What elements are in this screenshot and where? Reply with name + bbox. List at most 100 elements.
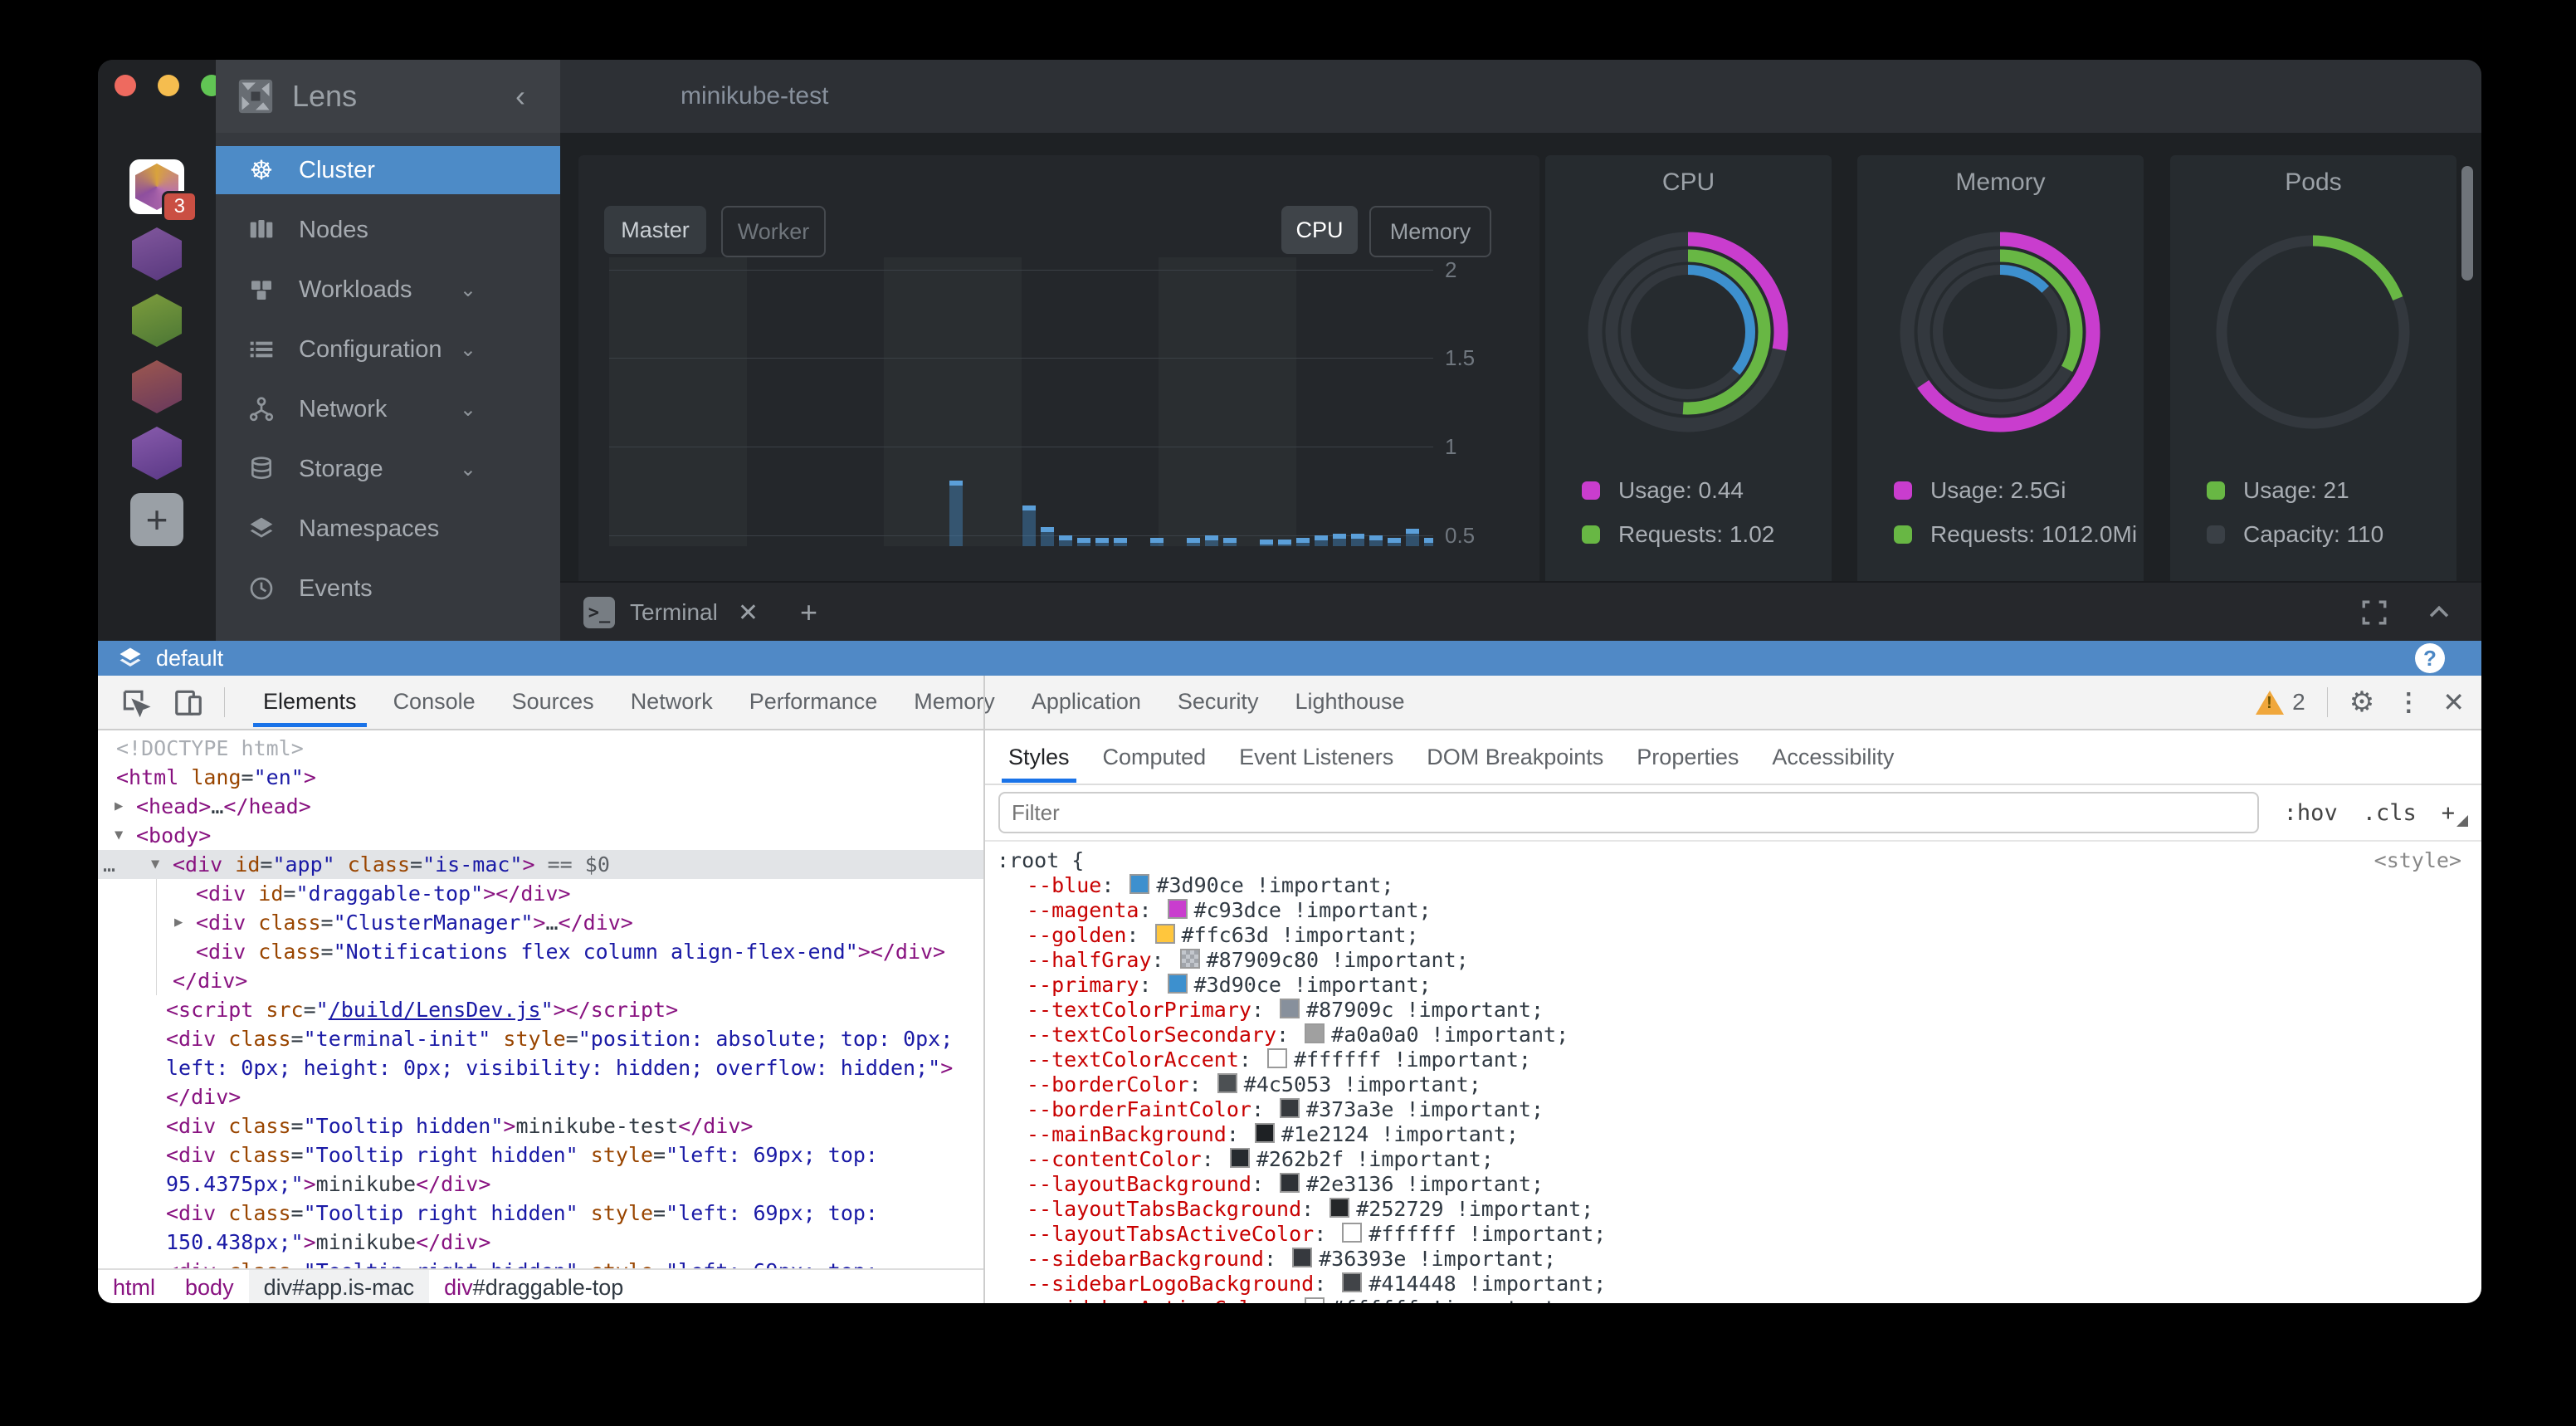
sidebar-item-storage[interactable]: Storage ⌄ xyxy=(216,445,498,493)
dom-node-line[interactable]: ▼ <body> xyxy=(98,821,983,850)
css-variable-line[interactable]: --textColorPrimary: #87909c !important; xyxy=(1027,998,1544,1022)
color-swatch[interactable] xyxy=(1305,1297,1325,1303)
css-variable-line[interactable]: --mainBackground: #1e2124 !important; xyxy=(1027,1122,1519,1146)
css-variable-line[interactable]: --magenta: #c93dce !important; xyxy=(1027,898,1432,922)
color-swatch[interactable] xyxy=(1280,999,1300,1018)
styles-filter-input[interactable] xyxy=(998,792,2259,833)
css-variable-line[interactable]: --primary: #3d90ce !important; xyxy=(1027,973,1432,997)
dom-node-line[interactable]: left: 0px; height: 0px; visibility: hidd… xyxy=(98,1053,983,1082)
css-variable-line[interactable]: --borderColor: #4c5053 !important; xyxy=(1027,1072,1481,1096)
color-swatch[interactable] xyxy=(1280,1173,1300,1193)
node-tab-master[interactable]: Master xyxy=(604,206,706,254)
dom-node-line[interactable]: <script src="/build/LensDev.js"></script… xyxy=(98,995,983,1024)
styles-subtab-computed[interactable]: Computed xyxy=(1102,744,1207,769)
cluster-item-active[interactable]: 3 xyxy=(129,159,198,222)
color-swatch[interactable] xyxy=(1342,1223,1363,1243)
collapsed-arrow-icon[interactable]: ▶ xyxy=(115,798,124,814)
color-swatch[interactable] xyxy=(1154,924,1175,944)
dashboard-scrollbar[interactable] xyxy=(2461,166,2473,281)
metric-tab-cpu[interactable]: CPU xyxy=(1281,206,1358,254)
cluster-item[interactable] xyxy=(132,294,182,347)
sidebar-item-events[interactable]: Events xyxy=(216,564,498,613)
devtools-tab-application[interactable]: Application xyxy=(1031,688,1141,714)
devtools-close-icon[interactable]: ✕ xyxy=(2442,687,2465,717)
dom-node-line[interactable]: <div class="Tooltip right hidden" style=… xyxy=(98,1199,983,1228)
collapsed-arrow-icon[interactable]: ▶ xyxy=(174,914,183,930)
css-variable-line[interactable]: --sidebarActiveColor: #ffffff !important… xyxy=(997,1297,2481,1303)
color-swatch[interactable] xyxy=(1129,874,1150,894)
styles-subtab-event-listeners[interactable]: Event Listeners xyxy=(1239,744,1394,769)
dom-node-line[interactable]: <div class="Tooltip hidden">minikube-tes… xyxy=(98,1111,983,1140)
settings-gear-icon[interactable]: ⚙ xyxy=(2349,686,2375,718)
color-swatch[interactable] xyxy=(1329,1198,1350,1218)
breadcrumb-item[interactable]: div #draggable-top xyxy=(429,1270,638,1303)
devtools-tab-elements[interactable]: Elements xyxy=(245,676,375,727)
breadcrumb-item[interactable]: body xyxy=(170,1270,249,1303)
cluster-item[interactable] xyxy=(132,427,182,480)
css-variable-line[interactable]: --sidebarLogoBackground: #414448 !import… xyxy=(1027,1272,1607,1296)
devtools-tab-performance[interactable]: Performance xyxy=(749,688,878,714)
dom-node-line[interactable]: 95.4375px;">minikube</div> xyxy=(98,1170,983,1199)
devtools-tab-memory[interactable]: Memory xyxy=(914,688,995,714)
cluster-item[interactable] xyxy=(132,360,182,413)
sidebar-item-network[interactable]: Network ⌄ xyxy=(216,385,498,433)
fullscreen-icon[interactable] xyxy=(2360,598,2388,627)
dom-node-line[interactable]: ▶ <head>…</head> xyxy=(98,792,983,821)
node-tab-worker[interactable]: Worker xyxy=(721,206,826,257)
dom-node-line[interactable]: </div> xyxy=(98,966,983,995)
toggle-classes-button[interactable]: .cls xyxy=(2362,799,2417,826)
css-variable-line[interactable]: --golden: #ffc63d !important; xyxy=(1027,923,1419,947)
color-swatch[interactable] xyxy=(1342,1272,1363,1292)
sidebar-item-cluster[interactable]: ☸ Cluster xyxy=(216,146,596,194)
css-variable-line[interactable]: --textColorSecondary: #a0a0a0 !important… xyxy=(1027,1023,1569,1047)
css-variable-line[interactable]: --halfGray: #87909c80 !important; xyxy=(1027,948,1469,972)
cluster-item[interactable] xyxy=(132,227,182,281)
color-swatch[interactable] xyxy=(1305,1023,1325,1043)
inspect-element-icon[interactable] xyxy=(120,686,151,718)
stylesheet-source-link[interactable]: <style> xyxy=(2374,848,2461,872)
dom-node-line[interactable]: <div class="Tooltip right hidden" style=… xyxy=(98,1140,983,1170)
breadcrumb-item[interactable]: html xyxy=(98,1270,170,1303)
traffic-light-minimize[interactable] xyxy=(158,75,179,96)
new-style-rule-button[interactable]: + xyxy=(2441,799,2455,826)
terminal-tab-label[interactable]: Terminal xyxy=(630,599,718,625)
color-swatch[interactable] xyxy=(1217,1073,1237,1093)
color-swatch[interactable] xyxy=(1229,1148,1250,1168)
dom-node-line[interactable]: <div id="draggable-top"></div> xyxy=(98,879,983,908)
color-swatch[interactable] xyxy=(1254,1123,1275,1143)
css-variable-line[interactable]: --sidebarBackground: #36393e !important; xyxy=(1027,1247,1557,1271)
breadcrumb-item[interactable]: div#app.is-mac xyxy=(248,1270,430,1303)
sidebar-item-namespaces[interactable]: Namespaces xyxy=(216,505,498,553)
sidebar-item-workloads[interactable]: Workloads ⌄ xyxy=(216,266,498,314)
device-toolbar-icon[interactable] xyxy=(173,686,204,718)
devtools-tab-console[interactable]: Console xyxy=(393,688,476,714)
dom-node-line[interactable]: ▶ <div class="ClusterManager">…</div> xyxy=(98,908,983,937)
toggle-hover-state-button[interactable]: :hov xyxy=(2283,799,2338,826)
help-icon[interactable]: ? xyxy=(2415,643,2445,673)
expanded-arrow-icon[interactable]: ▼ xyxy=(151,856,160,872)
metric-tab-memory[interactable]: Memory xyxy=(1369,206,1491,257)
devtools-tab-network[interactable]: Network xyxy=(630,688,713,714)
styles-subtab-properties[interactable]: Properties xyxy=(1637,744,1739,769)
css-variable-line[interactable]: --layoutBackground: #2e3136 !important; xyxy=(1027,1172,1544,1196)
color-swatch[interactable] xyxy=(1280,1098,1300,1118)
sidebar-item-nodes[interactable]: Nodes xyxy=(216,206,498,254)
namespace-label[interactable]: default xyxy=(156,645,224,671)
expanded-arrow-icon[interactable]: ▼ xyxy=(115,827,124,843)
sidebar-collapse-icon[interactable]: ‹ xyxy=(515,79,525,113)
pane-divider[interactable] xyxy=(983,676,985,1303)
color-swatch[interactable] xyxy=(1179,949,1200,969)
devtools-tab-lighthouse[interactable]: Lighthouse xyxy=(1295,688,1405,714)
styles-subtab-dom-breakpoints[interactable]: DOM Breakpoints xyxy=(1427,744,1604,769)
sidebar-item-configuration[interactable]: Configuration ⌄ xyxy=(216,325,498,374)
add-cluster-button[interactable]: + xyxy=(130,493,183,546)
dom-node-line[interactable]: <div class="Tooltip right hidden" style=… xyxy=(98,1257,983,1268)
color-swatch[interactable] xyxy=(1292,1248,1313,1267)
warnings-badge[interactable]: 2 xyxy=(2256,689,2305,715)
dom-node-line[interactable]: <div class="Notifications flex column al… xyxy=(98,937,983,966)
styles-subtab-accessibility[interactable]: Accessibility xyxy=(1772,744,1895,769)
dom-node-line[interactable]: … ▼ <div id="app" class="is-mac"> == $0 xyxy=(98,850,983,879)
devtools-tab-sources[interactable]: Sources xyxy=(511,688,594,714)
terminal-add-icon[interactable]: + xyxy=(799,595,817,629)
color-swatch[interactable] xyxy=(1266,1048,1287,1068)
